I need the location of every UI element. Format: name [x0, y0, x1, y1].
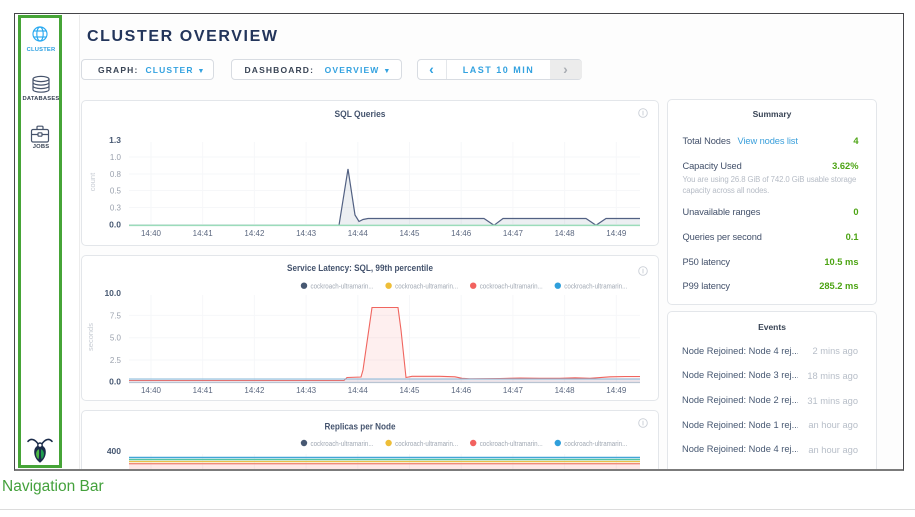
- svg-text:cockroach-ultramarin...: cockroach-ultramarin...: [311, 439, 374, 448]
- svg-text:14:47: 14:47: [503, 229, 524, 238]
- svg-text:14:45: 14:45: [399, 229, 420, 238]
- svg-text:14:41: 14:41: [193, 229, 214, 238]
- svg-text:14:41: 14:41: [193, 386, 214, 395]
- svg-text:count: count: [88, 172, 97, 191]
- svg-text:10.0: 10.0: [104, 288, 121, 298]
- svg-text:0.3: 0.3: [110, 204, 122, 213]
- svg-text:14:42: 14:42: [244, 229, 265, 238]
- svg-text:14:43: 14:43: [296, 386, 317, 395]
- svg-text:14:40: 14:40: [141, 229, 162, 238]
- svg-text:14:46: 14:46: [451, 229, 472, 238]
- svg-text:14:48: 14:48: [555, 386, 576, 395]
- svg-text:14:44: 14:44: [348, 229, 369, 238]
- svg-text:14:44: 14:44: [348, 386, 369, 395]
- svg-text:14:40: 14:40: [141, 386, 162, 395]
- svg-text:cockroach-ultramarin...: cockroach-ultramarin...: [564, 282, 627, 291]
- svg-text:14:42: 14:42: [244, 386, 265, 395]
- svg-text:Service Latency: SQL, 99th per: Service Latency: SQL, 99th percentile: [287, 263, 433, 273]
- svg-text:14:43: 14:43: [296, 229, 317, 238]
- svg-text:cockroach-ultramarin...: cockroach-ultramarin...: [480, 282, 543, 291]
- svg-text:0.8: 0.8: [110, 170, 122, 179]
- svg-text:14:45: 14:45: [399, 386, 420, 395]
- svg-text:cockroach-ultramarin...: cockroach-ultramarin...: [564, 439, 627, 448]
- svg-text:0.5: 0.5: [110, 187, 122, 196]
- svg-text:cockroach-ultramarin...: cockroach-ultramarin...: [480, 439, 543, 448]
- svg-text:14:49: 14:49: [606, 229, 627, 238]
- svg-text:SQL Queries: SQL Queries: [335, 109, 386, 119]
- svg-text:14:48: 14:48: [555, 229, 576, 238]
- svg-text:1.0: 1.0: [110, 153, 122, 162]
- svg-text:0.0: 0.0: [109, 220, 121, 230]
- svg-text:5.0: 5.0: [110, 334, 122, 343]
- svg-text:0.0: 0.0: [109, 377, 121, 387]
- svg-text:7.5: 7.5: [110, 311, 122, 320]
- svg-text:14:47: 14:47: [503, 386, 524, 395]
- svg-text:seconds: seconds: [86, 323, 95, 351]
- svg-text:14:46: 14:46: [451, 386, 472, 395]
- svg-text:14:49: 14:49: [606, 386, 627, 395]
- svg-text:cockroach-ultramarin...: cockroach-ultramarin...: [395, 282, 458, 291]
- svg-text:2.5: 2.5: [110, 356, 122, 365]
- svg-text:cockroach-ultramarin...: cockroach-ultramarin...: [395, 439, 458, 448]
- svg-text:Replicas per Node: Replicas per Node: [325, 421, 396, 431]
- svg-text:400: 400: [107, 446, 121, 456]
- svg-text:1.3: 1.3: [109, 135, 121, 145]
- svg-text:cockroach-ultramarin...: cockroach-ultramarin...: [311, 282, 374, 291]
